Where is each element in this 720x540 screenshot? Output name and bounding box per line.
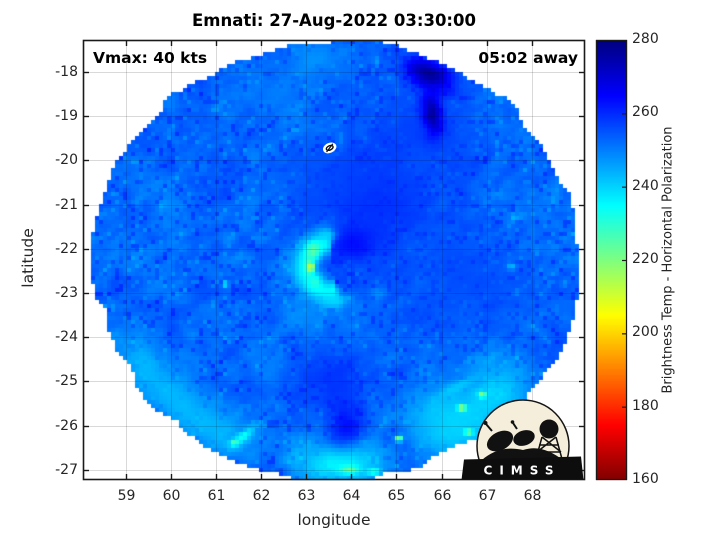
- y-tick-label: -19: [55, 107, 78, 124]
- colorbar-tick-label: 280: [632, 31, 659, 47]
- y-tick-label: -25: [55, 372, 78, 389]
- y-tick-label: -18: [55, 63, 78, 80]
- y-axis-label: latitude: [19, 228, 37, 288]
- y-tick-label: -24: [55, 328, 78, 345]
- logo-banner-text: CIMSS: [484, 464, 561, 478]
- x-tick-label: 63: [297, 488, 316, 504]
- y-tick-label: -27: [55, 461, 78, 478]
- x-tick-label: 59: [117, 488, 136, 504]
- x-tick-label: 64: [342, 488, 361, 504]
- colorbar-tick-label: 260: [632, 104, 659, 121]
- colorbar-tick-label: 180: [632, 397, 659, 414]
- axis-tick-marks: [83, 40, 627, 480]
- y-tick-label: -20: [55, 151, 78, 168]
- time-offset-annotation: 05:02 away: [478, 49, 578, 67]
- vmax-annotation: Vmax: 40 kts: [93, 49, 208, 67]
- colorbar-tick-label: 200: [632, 324, 659, 341]
- y-tick-label: -26: [55, 417, 78, 434]
- x-tick-label: 65: [387, 488, 406, 504]
- x-tick-label: 68: [523, 488, 542, 504]
- colorbar-tick-label: 160: [632, 471, 659, 487]
- x-tick-label: 61: [207, 488, 226, 504]
- y-tick-label: -22: [55, 240, 78, 257]
- x-tick-label: 60: [162, 488, 181, 504]
- satellite-dish-icon: [482, 420, 563, 460]
- x-tick-label: 67: [478, 488, 497, 504]
- logo-banner: [461, 456, 584, 480]
- x-tick-label: 66: [433, 488, 452, 504]
- colorbar-tick-label: 220: [632, 251, 659, 267]
- x-axis-label: longitude: [297, 511, 371, 529]
- cimss-logo: CIMSS: [461, 399, 584, 480]
- storm-center-marker-icon: [323, 142, 337, 154]
- x-tick-label: 62: [252, 488, 271, 504]
- plot-border: [82, 39, 586, 481]
- y-tick-label: -21: [55, 196, 78, 213]
- chart-title: Emnati: 27-Aug-2022 03:30:00: [192, 11, 476, 30]
- y-tick-label: -23: [55, 284, 78, 301]
- colorbar-tick-label: 240: [632, 177, 659, 194]
